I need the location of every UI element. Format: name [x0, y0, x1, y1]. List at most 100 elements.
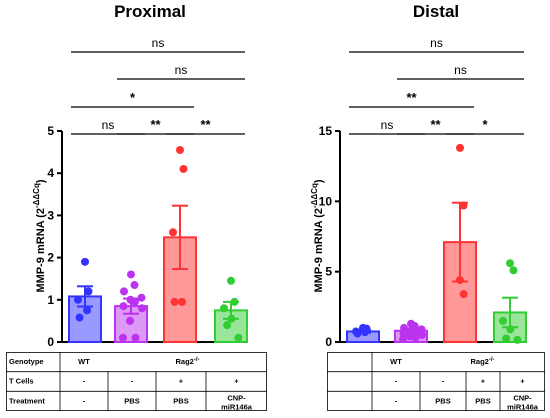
chart-title: Distal: [413, 2, 459, 21]
genotype-rag2-name: Rag2: [175, 357, 193, 366]
data-point: [126, 316, 134, 325]
y-tick-label: 2: [47, 251, 54, 265]
data-point: [176, 145, 184, 154]
y-axis-label-main: MMP-9 mRNA (2: [313, 208, 325, 293]
significance-label: ns: [430, 36, 443, 50]
data-point: [411, 333, 420, 342]
condition-table: Genotype T Cells Treatment WT Rag2-/- - - + + - PB…: [6, 352, 267, 411]
data-point: [353, 329, 362, 338]
tcells-cell: -: [83, 377, 86, 386]
data-point: [411, 327, 419, 336]
y-tick-label: 0: [325, 335, 332, 349]
table-row-label: Treatment: [9, 396, 45, 405]
data-point: [227, 314, 236, 323]
data-point: [499, 316, 507, 325]
tcells-cell: -: [395, 377, 398, 386]
data-point: [456, 143, 464, 152]
y-tick-label: 10: [319, 194, 333, 208]
chart-title: Proximal: [114, 2, 186, 21]
significance-label: **: [150, 117, 161, 132]
genotype-rag2-sup: -/-: [194, 357, 200, 363]
table-row-label: T Cells: [9, 377, 34, 386]
significance-label: ns: [102, 118, 115, 132]
treatment-cell: -: [83, 396, 86, 405]
tcells-cell: -: [442, 377, 445, 386]
tcells-cell: +: [179, 377, 184, 386]
y-tick-label: 3: [47, 208, 54, 222]
data-point: [455, 276, 464, 285]
condition-table: WT Rag2-/- - - + + - PBS PBS CNP-miR146a: [327, 352, 545, 411]
treatment-cell: miR146a: [507, 402, 539, 411]
treatment-cell: PBS: [435, 396, 450, 405]
genotype-rag2-sup: -/-: [489, 357, 495, 363]
data-point: [75, 313, 84, 322]
data-point: [119, 302, 128, 311]
genotype-rag2: Rag2-/-: [470, 357, 494, 366]
y-axis-label: MMP-9 mRNA (2-ΔΔCq): [32, 179, 47, 292]
data-point: [178, 297, 186, 306]
data-point: [131, 333, 140, 342]
y-axis-label-main: MMP-9 mRNA (2: [35, 208, 47, 293]
treatment-cell: PBS: [124, 396, 139, 405]
data-point: [513, 335, 522, 344]
significance-label: ns: [454, 63, 467, 77]
data-point: [119, 333, 127, 342]
data-point: [506, 325, 515, 334]
significance-label: *: [130, 90, 136, 105]
table-row-label: Genotype: [9, 357, 44, 366]
tcells-cell: -: [131, 377, 134, 386]
data-point: [459, 290, 468, 299]
data-point: [83, 306, 91, 315]
tcells-cell: +: [481, 377, 486, 386]
data-point: [220, 304, 228, 313]
data-point: [137, 293, 146, 302]
treatment-cell: PBS: [173, 396, 188, 405]
significance-label: **: [430, 117, 441, 132]
significance-label: **: [200, 117, 211, 132]
treatment-cell: -: [395, 396, 398, 405]
y-axis-label-sup: -ΔΔCq: [32, 183, 41, 208]
data-point: [418, 330, 426, 339]
data-point: [120, 287, 128, 296]
treatment-cell: CNP-: [227, 393, 246, 402]
y-axis-label-close: ): [313, 179, 325, 183]
data-point: [506, 259, 514, 268]
data-point: [399, 335, 407, 344]
genotype-wt: WT: [390, 357, 402, 366]
data-point: [170, 297, 179, 306]
data-point: [138, 304, 146, 313]
data-point: [234, 333, 243, 342]
y-axis-label-close: ): [35, 179, 47, 183]
data-point: [227, 276, 235, 285]
genotype-wt: WT: [78, 357, 90, 366]
y-tick-label: 5: [325, 265, 332, 279]
treatment-cell: PBS: [475, 396, 490, 405]
genotype-rag2-name: Rag2: [470, 357, 488, 366]
y-axis-label: MMP-9 mRNA (2-ΔΔCq): [310, 179, 325, 292]
data-point: [74, 295, 82, 304]
y-tick-label: 15: [319, 124, 333, 138]
treatment-cell: CNP-: [513, 393, 532, 402]
data-point: [81, 257, 89, 266]
y-tick-label: 5: [47, 124, 54, 138]
genotype-rag2: Rag2-/-: [175, 357, 199, 366]
data-point: [459, 201, 468, 210]
significance-label: ns: [381, 118, 394, 132]
y-tick-label: 4: [47, 166, 54, 180]
data-point: [509, 266, 518, 275]
significance-label: ns: [175, 63, 188, 77]
data-point: [230, 297, 239, 306]
data-point: [223, 321, 232, 330]
y-tick-label: 0: [47, 335, 54, 349]
tcells-cell: +: [520, 377, 525, 386]
data-point: [361, 328, 369, 337]
data-point: [131, 297, 139, 306]
table-border: [327, 352, 545, 411]
significance-label: *: [482, 117, 488, 132]
table-border: [6, 352, 267, 411]
data-point: [169, 228, 177, 237]
data-point: [130, 281, 139, 290]
